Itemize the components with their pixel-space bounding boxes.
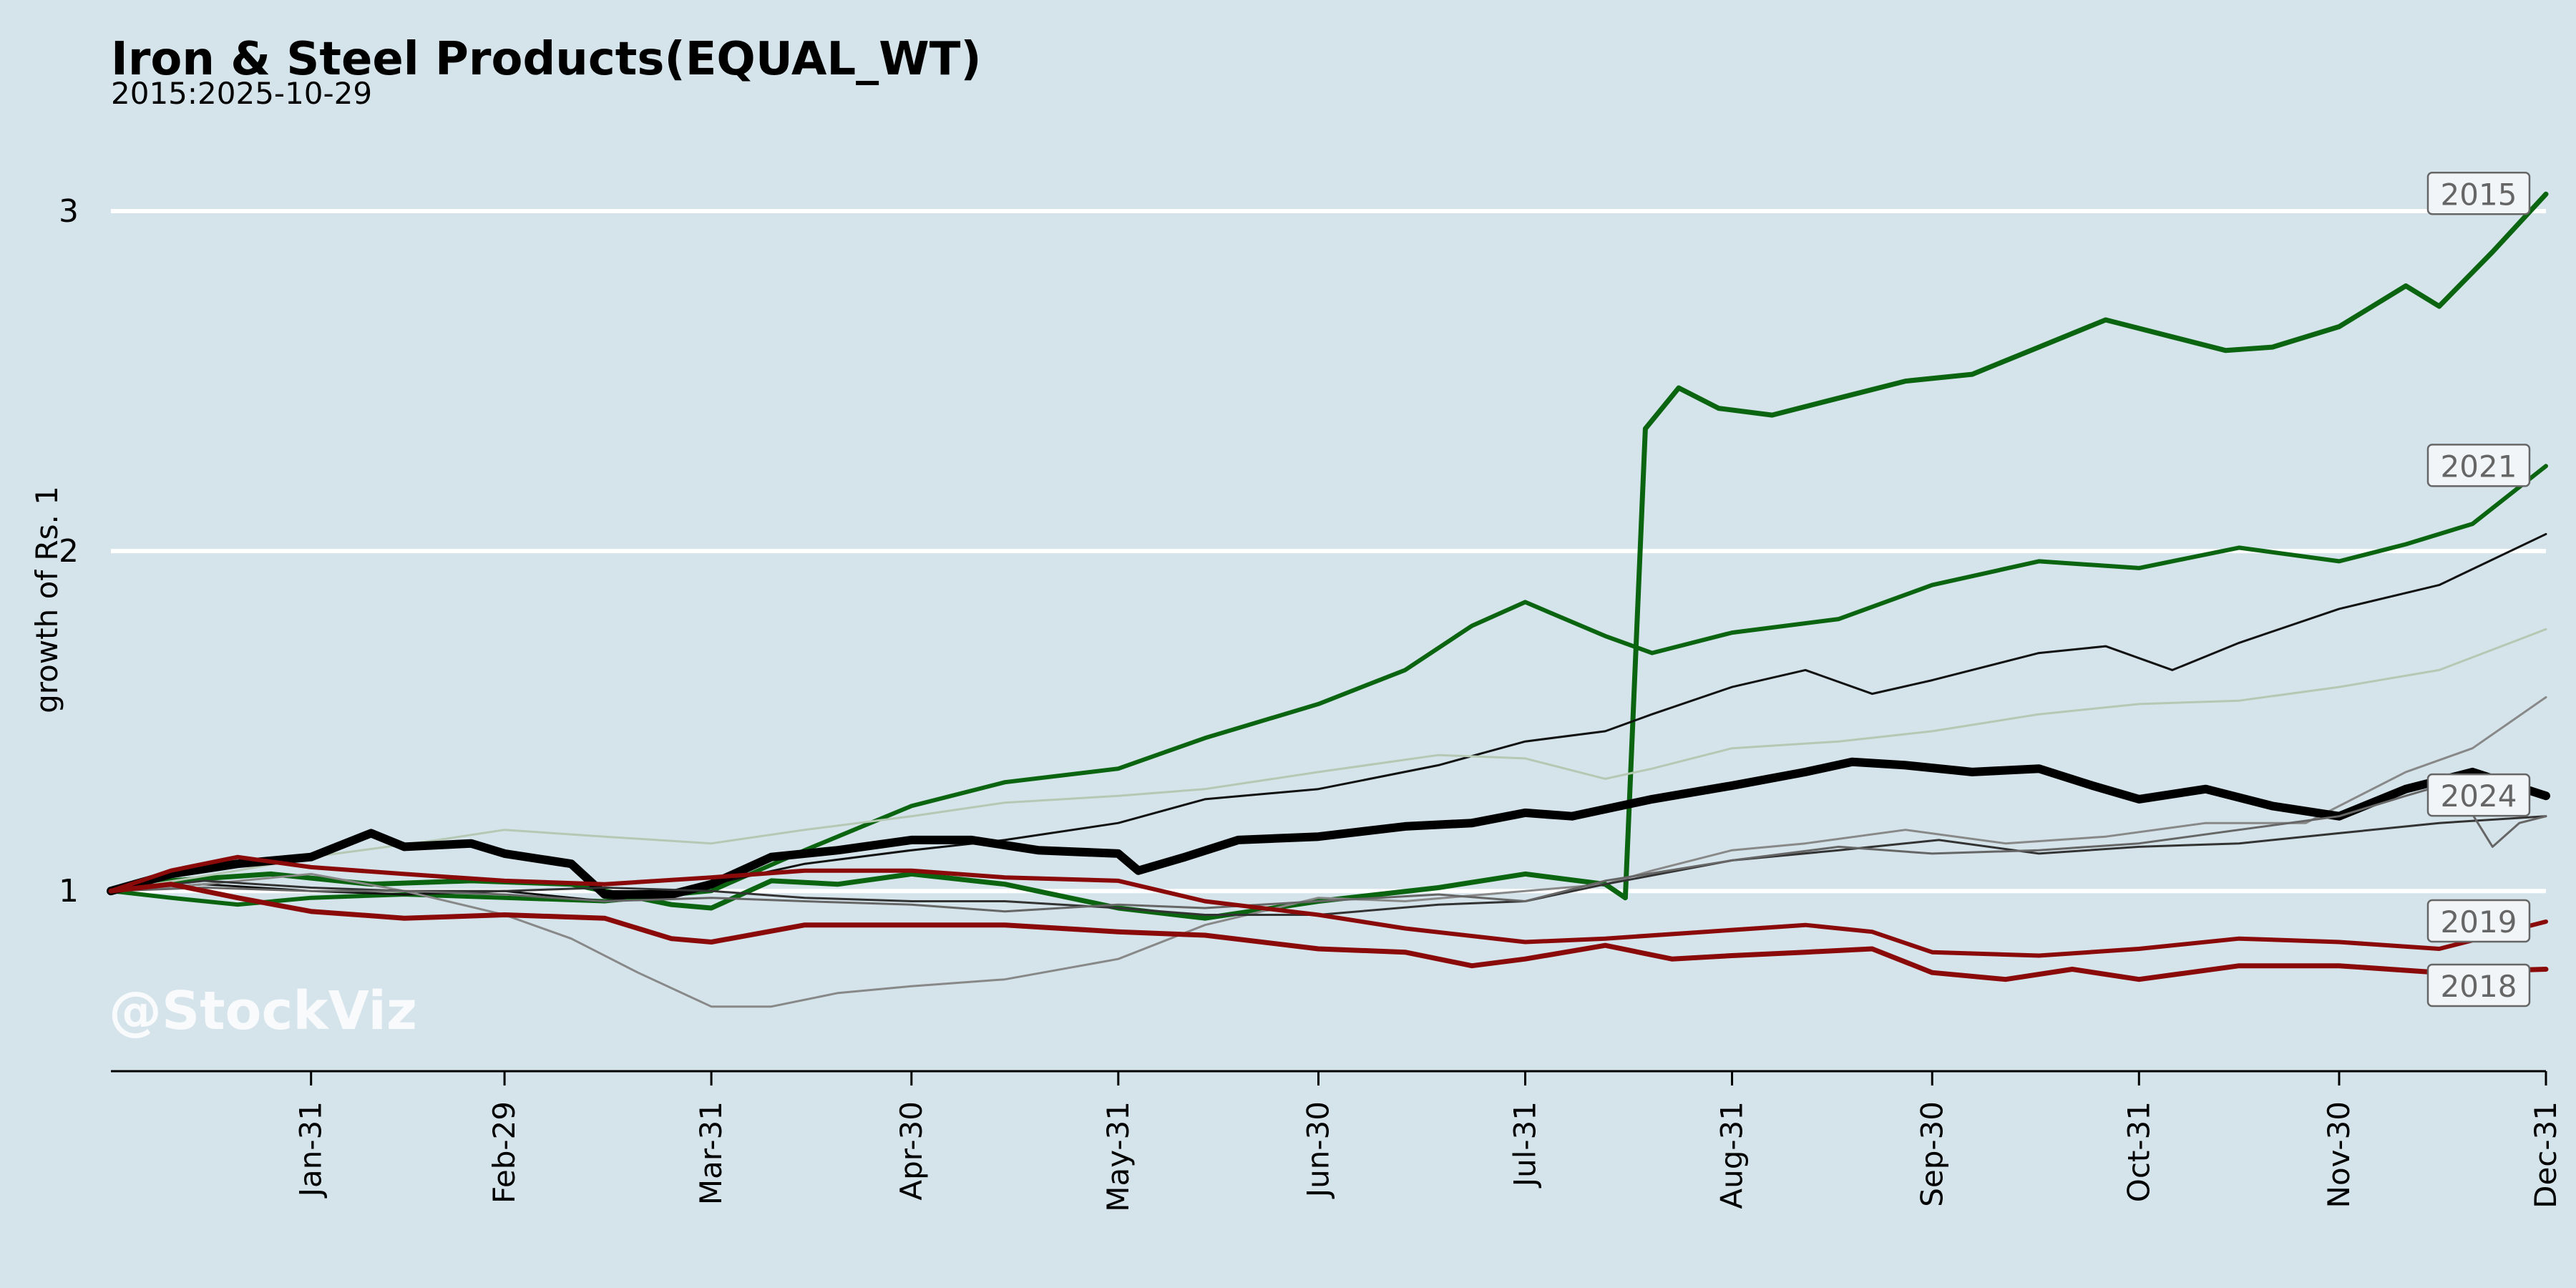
x-tick-label: Dec-31 — [2528, 1101, 2563, 1209]
end-label-text: 2019 — [2441, 904, 2517, 940]
x-axis: Jan-31 Feb-29 Mar-31 Apr-30 May-31 Jun-30 Jul-… — [111, 1070, 2563, 1212]
x-tick-label: Jul-31 — [1508, 1101, 1543, 1189]
series-line-2019 — [109, 854, 2548, 958]
end-label-text: 2015 — [2441, 177, 2517, 212]
end-label-box — [2426, 899, 2531, 943]
x-tick-label: Oct-31 — [2121, 1101, 2156, 1202]
series-line-2021 — [109, 464, 2548, 907]
end-label-2015: 2015 — [2426, 172, 2531, 215]
y-tick-label: 2 — [59, 533, 79, 570]
chart-subtitle: 2015:2025-10-29 — [111, 76, 372, 111]
watermark: @StockViz — [109, 980, 417, 1042]
series-layer — [107, 191, 2550, 1008]
end-label-box — [2426, 773, 2531, 817]
x-tick-label: Sep-30 — [1914, 1101, 1949, 1207]
x-tick-label: Feb-29 — [487, 1101, 522, 1204]
end-label-text: 2024 — [2441, 779, 2517, 814]
x-tick-label: Mar-31 — [693, 1101, 728, 1205]
end-label-2024: 2024 — [2426, 773, 2531, 817]
y-tick-label: 3 — [59, 193, 79, 230]
series-line-unlabeled-3 — [109, 628, 2547, 892]
series-line-unlabeled-4 — [109, 696, 2547, 1008]
y-tick-label: 1 — [59, 873, 79, 909]
end-label-2019: 2019 — [2426, 899, 2531, 943]
x-tick-label: Jun-30 — [1301, 1101, 1336, 1199]
series-line-2015 — [108, 191, 2549, 921]
end-labels: 2015 2021 2024 2019 2018 — [2426, 172, 2531, 1008]
series-line-unlabeled-7 — [109, 781, 2547, 913]
series-line-unlabeled-2 — [109, 532, 2547, 902]
y-axis-label: growth of Rs. 1 — [29, 486, 64, 713]
x-tick-label: Nov-30 — [2321, 1101, 2356, 1208]
x-tick-label: Aug-31 — [1714, 1101, 1750, 1209]
x-tick-label: Apr-30 — [894, 1101, 929, 1201]
x-tick-label: May-31 — [1101, 1101, 1136, 1212]
end-label-2018: 2018 — [2426, 963, 2531, 1008]
chart-title: Iron & Steel Products(EQUAL_WT) — [111, 33, 982, 86]
end-label-text: 2018 — [2441, 969, 2517, 1004]
series-line-2024 — [107, 757, 2550, 899]
end-label-text: 2021 — [2441, 449, 2517, 484]
series-line-2018 — [108, 882, 2549, 982]
end-label-box — [2426, 444, 2531, 487]
end-label-box — [2426, 172, 2531, 215]
end-label-2021: 2021 — [2426, 444, 2531, 487]
x-tick-label: Jan-31 — [293, 1101, 328, 1199]
end-label-box — [2426, 963, 2531, 1008]
y-axis-ticks: 1 2 3 — [59, 193, 79, 909]
